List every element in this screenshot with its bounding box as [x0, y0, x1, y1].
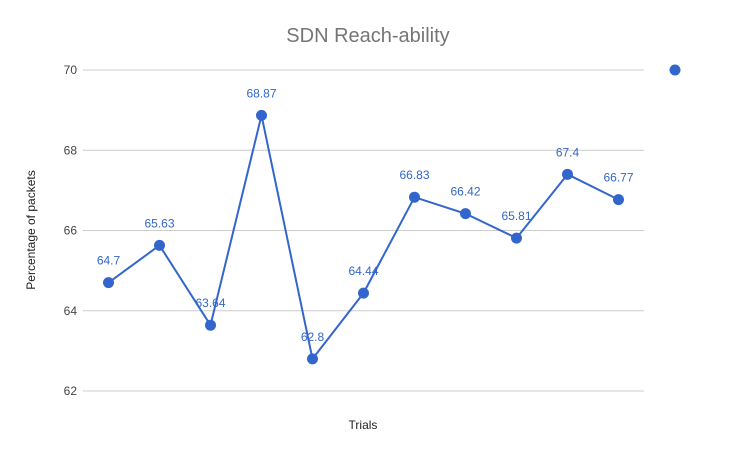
data-point	[256, 109, 267, 121]
x-axis-label: Trials	[349, 418, 378, 432]
data-point	[358, 287, 369, 299]
data-label: 68.87	[246, 86, 276, 100]
data-point	[307, 353, 318, 365]
data-point	[613, 194, 624, 206]
data-point	[562, 168, 573, 180]
y-tick-label: 66	[64, 224, 78, 238]
data-label: 67.4	[556, 145, 580, 159]
legend	[669, 64, 681, 76]
y-tick-label: 68	[64, 143, 78, 157]
data-label: 65.63	[144, 216, 174, 230]
data-label: 66.83	[399, 168, 429, 182]
y-tick-label: 70	[64, 63, 78, 77]
data-label: 66.77	[603, 171, 633, 185]
data-label: 62.8	[301, 330, 325, 344]
series-layer: 64.7 65.63 63.64 68.87 62.8 64.44 66.83 66.42 65…	[97, 86, 634, 365]
y-axis-ticks: 62 64 66 68 70	[64, 63, 78, 398]
y-tick-label: 62	[64, 384, 78, 398]
data-point	[205, 319, 216, 331]
data-label: 66.42	[450, 185, 480, 199]
data-label: 63.64	[195, 296, 225, 310]
data-label: 64.44	[348, 264, 378, 278]
y-tick-label: 64	[64, 304, 78, 318]
data-point	[511, 232, 522, 244]
gridlines	[83, 69, 644, 392]
data-point	[460, 208, 471, 220]
legend-marker	[669, 64, 681, 76]
data-label: 65.81	[501, 209, 531, 223]
series-line	[107, 114, 619, 360]
data-point	[409, 191, 420, 203]
data-label: 64.7	[97, 254, 121, 268]
data-point	[154, 239, 165, 251]
data-point	[103, 277, 114, 289]
chart-title: SDN Reach-ability	[286, 25, 449, 47]
y-axis-label: Percentage of packets	[24, 170, 38, 289]
